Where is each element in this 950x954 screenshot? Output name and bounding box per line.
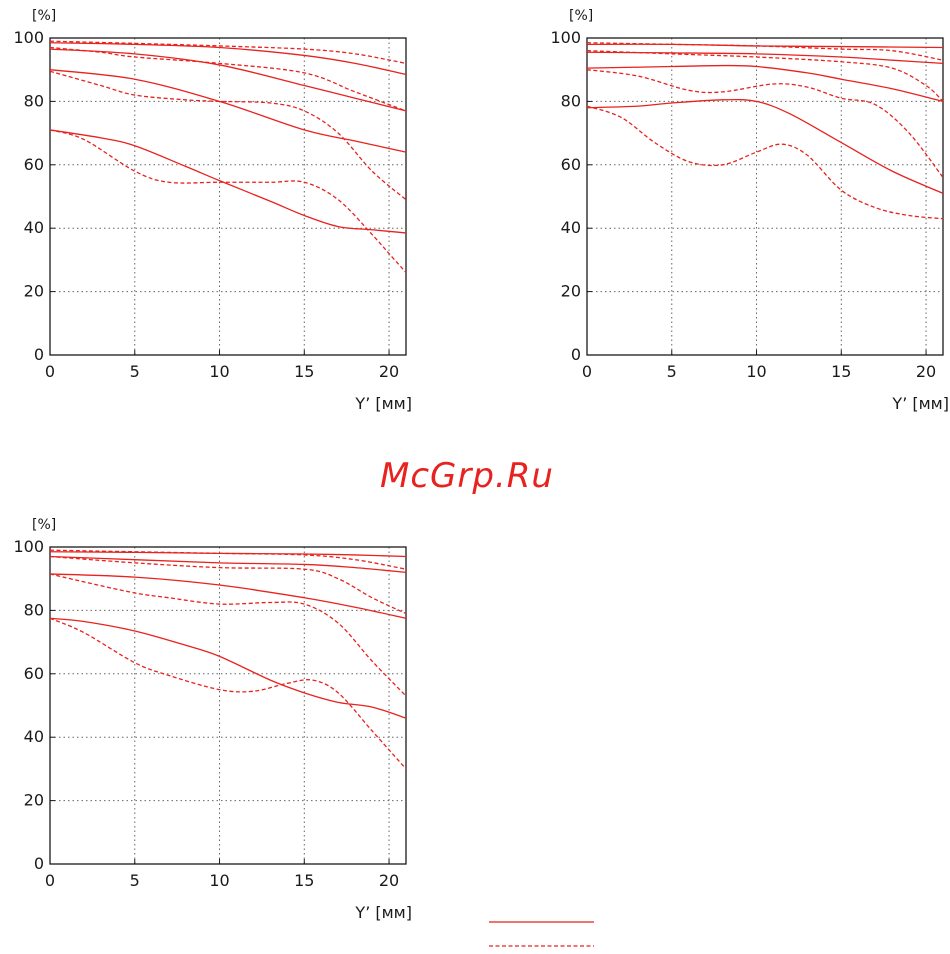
mtf-curve-solid-5 (49, 573, 407, 619)
x-tick-label: 10 (746, 362, 766, 381)
mtf-chart-3: 0 5 10 15 20 0 20 40 60 80 100 [%] Y’ [мм] (13, 517, 412, 922)
plot-frame (586, 37, 944, 356)
x-axis-label: Y’ [мм] (891, 394, 949, 413)
mtf-curve-solid-1 (49, 42, 407, 76)
mtf-curve-dashed-6 (586, 69, 944, 178)
mtf-curve-dashed-4 (49, 555, 407, 615)
x-tick-label: 20 (379, 871, 399, 890)
mtf-curve-dashed-6 (49, 70, 407, 201)
y-tick-label: 40 (24, 218, 44, 237)
y-tick-label: 20 (561, 282, 581, 301)
x-tick-label: 10 (209, 362, 229, 381)
plot-frame (49, 37, 407, 356)
x-tick-label: 0 (582, 362, 592, 381)
y-tick-label: 20 (24, 791, 44, 810)
mtf-curve-solid-7 (49, 129, 407, 234)
y-tick-label: 80 (24, 600, 44, 619)
x-tick-label: 5 (130, 871, 140, 890)
y-tick-label: 60 (561, 155, 581, 174)
y-tick-label: 40 (561, 218, 581, 237)
mtf-curve-solid-5 (586, 64, 944, 103)
y-tick-label: 60 (24, 155, 44, 174)
legend (489, 921, 594, 947)
mtf-curve-dashed-2 (49, 40, 407, 64)
y-tick-label: 0 (34, 345, 44, 364)
x-tick-label: 15 (294, 362, 314, 381)
y-tick-label: 80 (561, 91, 581, 110)
x-tick-label: 15 (294, 871, 314, 890)
mtf-chart-1: 0 5 10 15 20 0 20 40 60 80 100 [%] Y’ [мм] (13, 8, 412, 413)
y-tick-label: 100 (13, 28, 44, 47)
y-axis-label: [%] (32, 517, 56, 533)
x-tick-label: 0 (45, 871, 55, 890)
y-tick-label: 40 (24, 727, 44, 746)
y-tick-label: 100 (13, 537, 44, 556)
mtf-curve-solid-3 (586, 51, 944, 65)
mtf-curve-dashed-8 (49, 617, 407, 770)
y-axis-label: [%] (569, 8, 593, 24)
y-tick-label: 0 (571, 345, 581, 364)
mtf-curve-dashed-8 (49, 129, 407, 274)
mtf-curve-dashed-8 (586, 105, 944, 220)
x-tick-label: 20 (379, 362, 399, 381)
plot-frame (49, 546, 407, 865)
mtf-curve-dashed-6 (49, 573, 407, 697)
x-tick-label: 0 (45, 362, 55, 381)
x-tick-label: 5 (130, 362, 140, 381)
mtf-curve-solid-5 (49, 69, 407, 153)
mtf-curve-dashed-2 (586, 42, 944, 61)
y-tick-label: 20 (24, 282, 44, 301)
mtf-curve-solid-3 (49, 48, 407, 112)
y-tick-label: 100 (550, 28, 581, 47)
mtf-curve-dashed-4 (586, 50, 944, 102)
mtf-curve-solid-7 (586, 98, 944, 194)
mtf-chart-2: 0 5 10 15 20 0 20 40 60 80 100 [%] Y’ [мм] (550, 8, 949, 413)
y-tick-label: 0 (34, 854, 44, 873)
x-tick-label: 15 (831, 362, 851, 381)
mtf-curve-dashed-4 (49, 46, 407, 112)
watermark-text: McGrp.Ru (380, 456, 554, 496)
mtf-curve-solid-7 (49, 617, 407, 719)
mtf-curve-solid-3 (49, 555, 407, 574)
mtf-curve-dashed-2 (49, 549, 407, 570)
y-tick-label: 80 (24, 91, 44, 110)
y-axis-label: [%] (32, 8, 56, 24)
x-tick-label: 5 (667, 362, 677, 381)
x-axis-label: Y’ [мм] (354, 394, 412, 413)
y-tick-label: 60 (24, 664, 44, 683)
x-tick-label: 20 (916, 362, 936, 381)
x-tick-label: 10 (209, 871, 229, 890)
x-axis-label: Y’ [мм] (354, 903, 412, 922)
